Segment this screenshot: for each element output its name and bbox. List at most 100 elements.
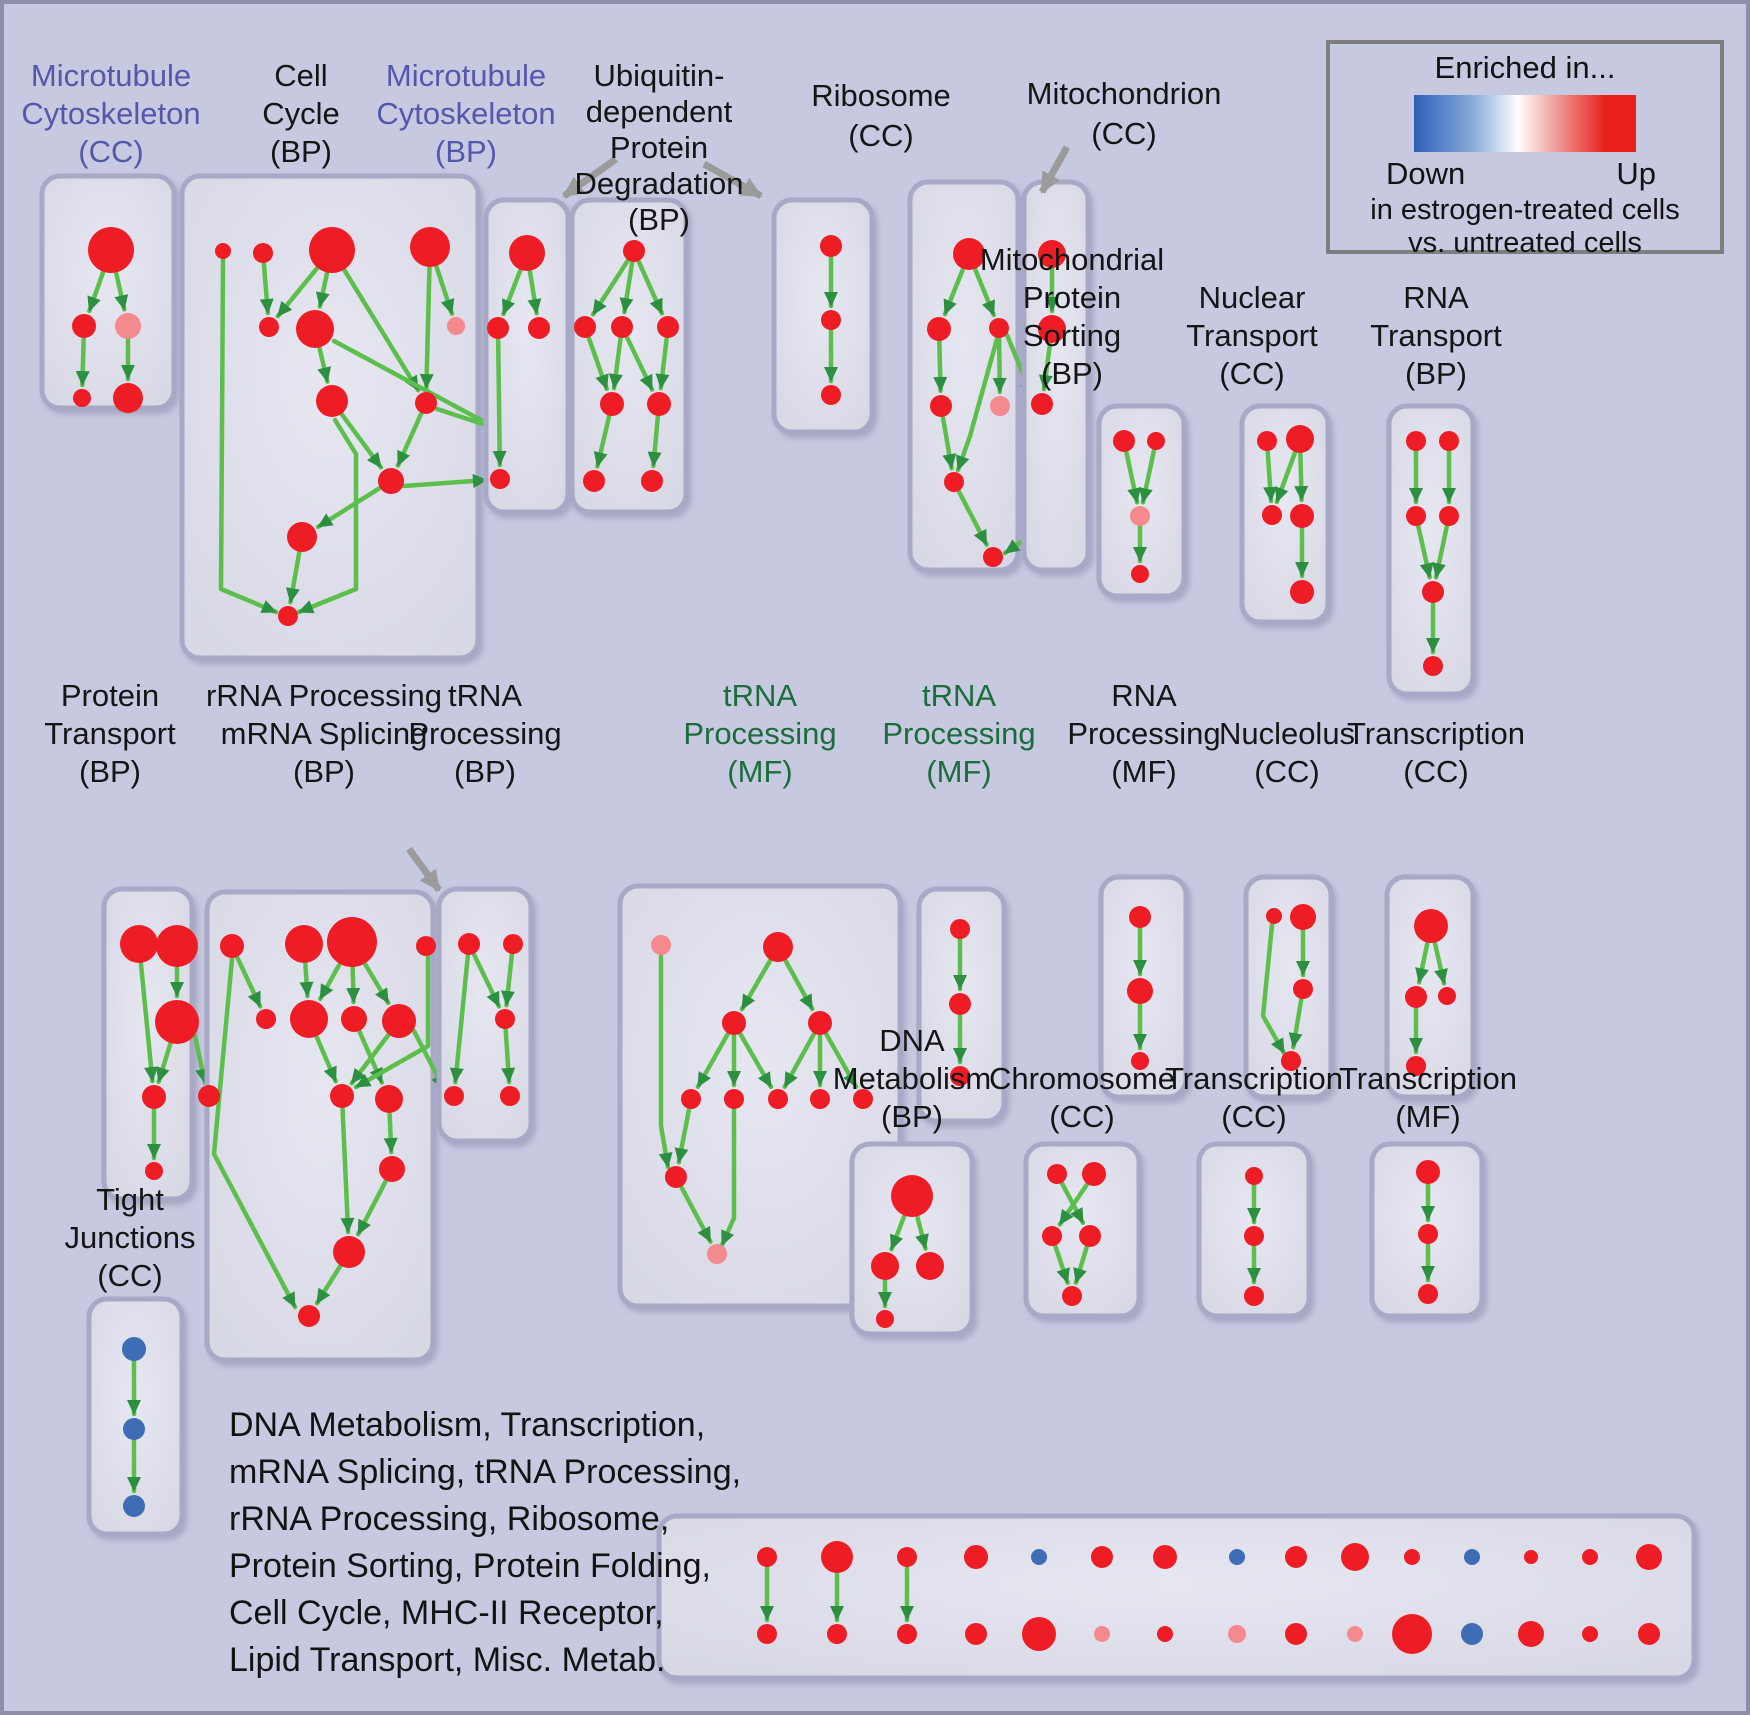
go-term-node	[1404, 1549, 1420, 1565]
edge-long	[401, 474, 490, 489]
go-term-node	[1091, 1546, 1113, 1568]
edge	[915, 1215, 929, 1251]
edge	[363, 962, 391, 1006]
go-term-node	[1290, 504, 1314, 528]
edge	[1294, 451, 1309, 503]
go-term-node	[983, 547, 1003, 567]
go-term-node	[379, 1156, 405, 1182]
edge-long	[218, 257, 279, 615]
go-term-node	[600, 392, 624, 416]
go-term-node	[330, 1084, 354, 1108]
go-term-node	[768, 1089, 788, 1109]
go-term-node	[891, 1175, 933, 1217]
edge	[1053, 1244, 1070, 1285]
go-term-node	[444, 1086, 464, 1106]
edge	[940, 415, 957, 471]
go-term-node	[375, 1085, 403, 1113]
cluster-tight-junctions-cc: Tight Junctions (CC)	[65, 1182, 195, 1537]
edge	[317, 346, 331, 384]
edge	[339, 412, 384, 470]
edge	[1263, 449, 1278, 504]
go-term-node	[290, 1000, 328, 1038]
cluster-protein-transport-bp: Protein Transport (BP)	[44, 678, 209, 1202]
edge	[340, 1106, 355, 1235]
edge	[1274, 450, 1298, 505]
go-term-node	[415, 392, 437, 414]
cluster-transcription-cc-row3: Transcription (CC)	[1165, 1061, 1343, 1319]
cluster-mitochondrial-protein-sorting-bp: Mitochondrial Protein Sorting (BP)	[980, 242, 1187, 599]
go-term-node	[964, 1545, 988, 1569]
cluster-label: Mitochondrial Protein Sorting (BP)	[980, 242, 1164, 391]
go-term-node	[1147, 432, 1165, 450]
go-term-node	[327, 917, 377, 967]
cluster-ubiquitin-dependent-protein-degradation-bp-1: Ubiquitin-dependent Protein Degradation (BP…	[561, 58, 763, 515]
edge	[738, 1032, 774, 1090]
cluster-label: Microtubule Cytoskeleton (CC)	[21, 58, 200, 169]
edge	[942, 267, 965, 317]
edge	[501, 268, 523, 317]
go-term-node	[808, 1011, 832, 1035]
go-term-node	[965, 1623, 987, 1645]
go-term-node	[1244, 1286, 1264, 1306]
edge	[492, 337, 507, 468]
edge	[315, 486, 382, 530]
edge	[1432, 524, 1449, 580]
edge	[739, 958, 773, 1012]
go-term-node	[1286, 425, 1314, 453]
cluster-trna-processing-mf-1: tRNA Processing (MF)	[617, 678, 903, 1309]
go-term-node	[309, 227, 355, 273]
go-term-node	[1042, 1226, 1062, 1246]
legend-subtitle-line2: vs. untreated cells	[1408, 227, 1642, 259]
cluster-label: Ubiquitin-dependent Protein Degradation (BP…	[575, 58, 744, 237]
legend-down-label: Down	[1386, 156, 1466, 191]
edge	[383, 1111, 398, 1155]
go-term-node	[944, 472, 964, 492]
edge	[1038, 341, 1053, 392]
edge	[75, 336, 90, 388]
cluster-label: Nucleolus (CC)	[1219, 716, 1355, 789]
go-term-node	[916, 1252, 944, 1280]
cluster-label: Cell Cycle (BP)	[262, 58, 340, 169]
cluster-transcription-cc-row2: Transcription (CC)	[1347, 716, 1525, 1100]
cluster-rna-transport-bp: RNA Transport (BP)	[1370, 280, 1502, 697]
go-term-node	[72, 314, 96, 338]
edge-long	[658, 953, 673, 1170]
edge	[1124, 450, 1142, 505]
go-term-node	[122, 1337, 146, 1361]
cluster-label: Ribosome (CC)	[811, 78, 951, 153]
edge	[593, 414, 612, 469]
edge	[471, 952, 502, 1009]
cluster-box	[1384, 874, 1476, 1100]
edge-long	[296, 417, 359, 615]
edge	[259, 261, 274, 316]
cluster-box	[483, 197, 571, 515]
edge	[314, 1035, 338, 1084]
go-term-node	[500, 1086, 520, 1106]
go-term-node	[416, 936, 436, 956]
go-term-node	[651, 935, 671, 955]
edge	[156, 1041, 173, 1084]
edge	[314, 1264, 343, 1306]
go-term-node	[142, 1085, 166, 1109]
cluster-label: Microtubule Cytoskeleton (BP)	[376, 58, 555, 169]
edge	[1416, 524, 1434, 580]
go-term-node	[256, 1009, 276, 1029]
go-term-node	[73, 389, 91, 407]
label-pointer-arrow	[702, 160, 763, 200]
go-term-node	[382, 1004, 416, 1038]
go-term-node	[953, 238, 985, 270]
edge	[1432, 941, 1448, 986]
go-term-node	[1062, 1286, 1082, 1306]
go-term-node	[1293, 979, 1313, 999]
edge-long	[353, 954, 431, 1090]
legend-title: Enriched in...	[1434, 50, 1616, 85]
edge	[992, 336, 1007, 395]
cluster-transcription-mf: Transcription (MF)	[1339, 1061, 1517, 1319]
go-term-node	[724, 1089, 744, 1109]
cluster-box	[39, 173, 177, 411]
edge	[1288, 997, 1304, 1050]
go-term-node	[378, 468, 404, 494]
go-term-node	[495, 1009, 515, 1029]
edge	[449, 953, 471, 1085]
